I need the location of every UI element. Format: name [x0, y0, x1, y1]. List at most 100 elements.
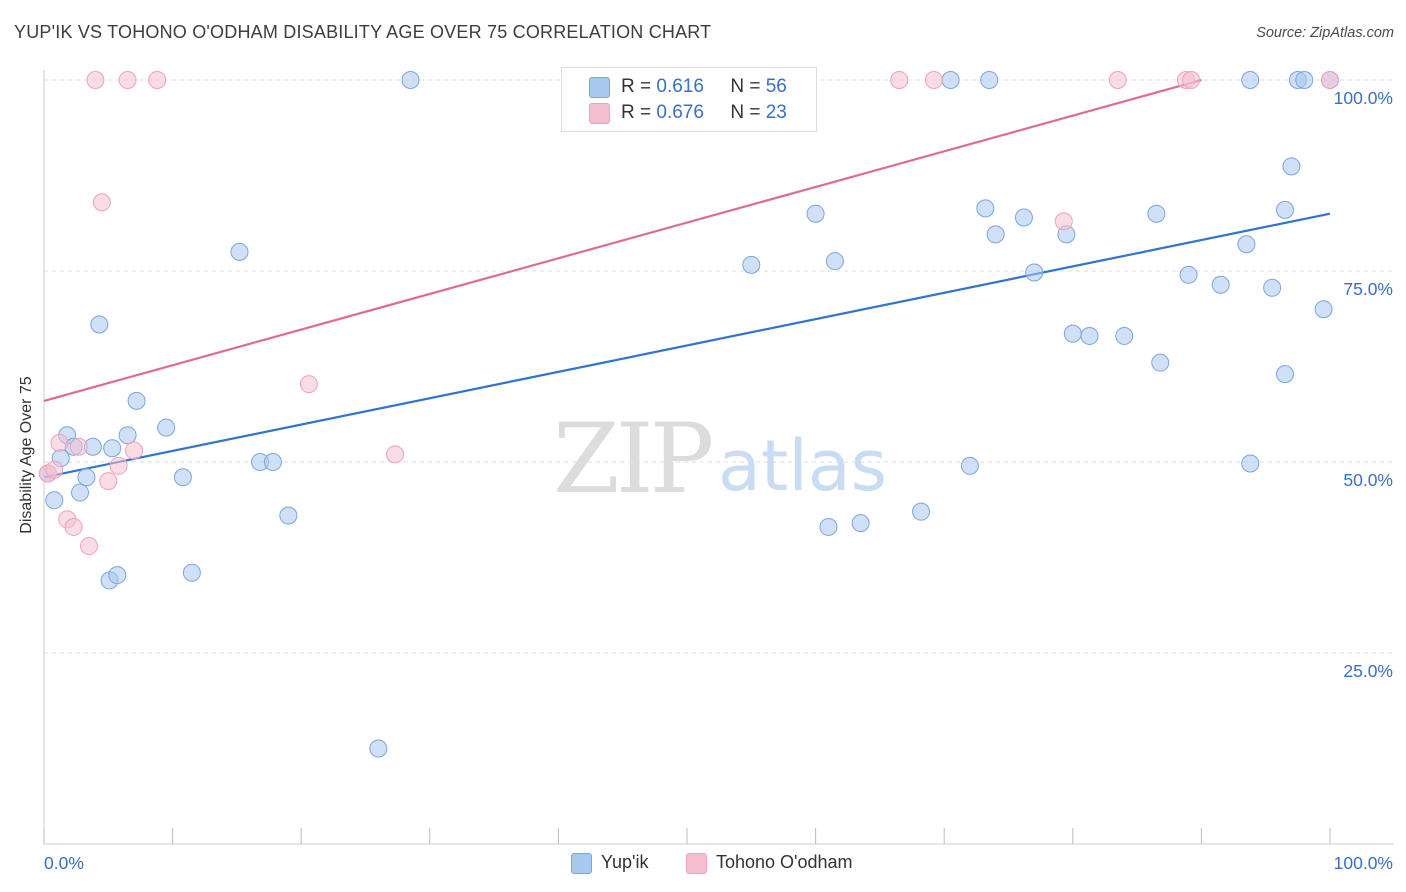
yupik-point — [1275, 200, 1294, 219]
yupik-point — [182, 563, 201, 582]
tohono-point — [1108, 71, 1127, 89]
tohono-point — [109, 456, 128, 475]
tohono-point — [64, 517, 83, 536]
x-tick-label: 100.0% — [1334, 853, 1393, 873]
watermark-zip: ZIP — [553, 403, 712, 515]
yupik-point — [263, 453, 282, 471]
yupik-point — [976, 199, 995, 218]
yupik-point — [1282, 157, 1301, 176]
legend-label: Tohono O'odham — [716, 852, 853, 872]
yupik-point — [806, 204, 825, 223]
tohono-point — [924, 71, 943, 89]
tohono-point — [125, 441, 144, 460]
yupik-point — [1211, 275, 1230, 294]
yupik-point — [960, 456, 979, 475]
yupik-point — [825, 252, 844, 271]
tohono-swatch — [686, 853, 707, 874]
tohono-point — [45, 460, 64, 479]
y-tick-label: 50.0% — [1343, 470, 1393, 490]
tohono-swatch — [589, 103, 610, 124]
n-label: N = — [730, 76, 761, 97]
tohono-point — [1054, 212, 1073, 231]
yupik-point — [1080, 326, 1099, 345]
tohono-point — [148, 71, 167, 89]
tohono-point — [86, 71, 105, 89]
yupik-swatch — [571, 853, 592, 874]
gridlines — [44, 79, 1394, 654]
yupik-point — [90, 315, 109, 334]
y-tick-label: 75.0% — [1343, 279, 1393, 299]
yupik-point — [108, 566, 127, 585]
yupik-point — [1237, 235, 1256, 254]
yupik-point — [71, 483, 90, 502]
stats-legend: R = 0.616 N = 56 R = 0.676 N = 23 — [561, 67, 817, 132]
yupik-point — [819, 517, 838, 536]
yupik-point — [1115, 326, 1134, 345]
tohono-trend-line — [43, 78, 1202, 402]
yupik-point — [1025, 263, 1044, 282]
n-label: N = — [730, 102, 761, 123]
yupik-point — [742, 255, 761, 274]
yupik-point — [1295, 71, 1314, 89]
yupik-point — [279, 506, 298, 525]
tohono-point — [99, 472, 118, 491]
yupik-point — [851, 514, 870, 533]
yupik-point — [401, 71, 420, 89]
stats-text: R = 0.616 N = 56 — [621, 76, 787, 98]
n-value: 23 — [765, 102, 787, 123]
yupik-swatch — [589, 77, 610, 98]
n-value: 56 — [765, 76, 787, 97]
yupik-point — [127, 391, 146, 410]
tohono-point — [92, 193, 111, 212]
yupik-point — [1263, 278, 1282, 297]
yupik-point — [1147, 204, 1166, 223]
x-tick-label: 0.0% — [44, 853, 84, 873]
yupik-point — [157, 418, 176, 437]
axes — [43, 70, 1394, 845]
yupik-point — [912, 502, 931, 521]
r-value: 0.676 — [656, 102, 704, 123]
yupik-point — [980, 71, 999, 89]
tick-labels: 25.0% 50.0% 75.0% 100.0% 0.0% 100.0% — [44, 88, 1393, 873]
watermark: ZIP atlas — [553, 403, 887, 515]
yupik-point — [1014, 208, 1033, 227]
yupik-point — [941, 71, 960, 89]
yupik-point — [1241, 71, 1260, 89]
yupik-point — [45, 491, 64, 510]
tohono-point — [386, 445, 405, 464]
yupik-point — [77, 468, 96, 487]
yupik-point — [173, 468, 192, 487]
tohono-point — [69, 437, 88, 456]
r-label: R = — [621, 76, 652, 97]
data-points — [38, 71, 1339, 758]
yupik-trend-line — [43, 212, 1331, 479]
yupik-point — [118, 426, 137, 445]
legend-label: Yup'ik — [601, 852, 649, 872]
yupik-point — [103, 439, 122, 458]
chart-title: YUP'IK VS TOHONO O'ODHAM DISABILITY AGE … — [14, 22, 712, 42]
tohono-point — [50, 433, 69, 452]
yupik-point — [1275, 365, 1294, 384]
yupik-point — [230, 242, 249, 261]
watermark-atlas: atlas — [718, 425, 887, 507]
yupik-point — [1179, 265, 1198, 284]
trend-lines — [43, 78, 1331, 479]
yupik-point — [369, 739, 388, 758]
yupik-point — [1151, 353, 1170, 372]
tohono-point — [118, 71, 137, 89]
r-label: R = — [621, 102, 652, 123]
yupik-point — [1241, 454, 1260, 473]
r-value: 0.616 — [656, 76, 704, 97]
tohono-point — [1321, 71, 1339, 89]
y-tick-label: 25.0% — [1343, 661, 1393, 681]
yupik-point — [1063, 324, 1082, 343]
source-label: Source: ZipAtlas.com — [1256, 25, 1394, 41]
yupik-point — [986, 225, 1005, 244]
tohono-point — [299, 375, 318, 394]
tohono-point — [80, 537, 99, 556]
tohono-point — [890, 71, 909, 89]
yupik-point — [1314, 300, 1333, 319]
tohono-point — [1182, 71, 1201, 89]
y-tick-label: 100.0% — [1334, 88, 1393, 108]
